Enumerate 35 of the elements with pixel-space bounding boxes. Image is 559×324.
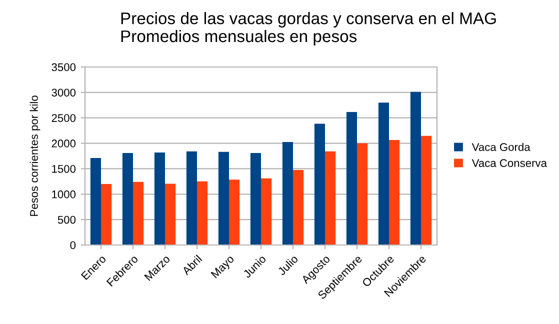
y-tick-label: 3500 [52,63,76,72]
legend-label: Vaca Conserva [472,159,547,167]
bar [410,92,421,245]
bar [261,178,272,245]
bar [229,180,240,245]
bar [357,143,368,245]
y-tick-label: 1500 [52,164,76,173]
y-tick-label: 3000 [52,88,76,97]
bar [421,136,432,245]
bar [293,170,304,245]
legend-label: Vaca Gorda [472,142,530,152]
bar [90,158,101,245]
y-tick-label: 0 [70,241,76,250]
bar [122,152,133,245]
bar [378,102,389,245]
y-tick-label: 500 [58,216,76,224]
y-axis-title: Pesos corrientes por kilo [30,96,40,216]
y-tick-label: 2500 [52,114,76,122]
y-tick-label: 1000 [52,190,76,198]
bar [218,152,229,245]
bar [250,152,261,245]
bar [197,181,208,245]
bar [154,152,165,245]
bar [133,182,144,245]
bar [101,184,112,245]
bar [186,151,197,245]
bar [325,151,336,245]
y-tick-label: 2000 [52,140,76,148]
bar [314,124,325,245]
bar [165,184,176,245]
chart-title: Precios de las vacas gordas y conserva en el MAG Promedios mensuales en pesos [121,12,496,46]
bar [346,112,357,245]
x-tick-label: Julio [276,254,298,276]
bar [282,142,293,245]
bar [389,140,400,245]
